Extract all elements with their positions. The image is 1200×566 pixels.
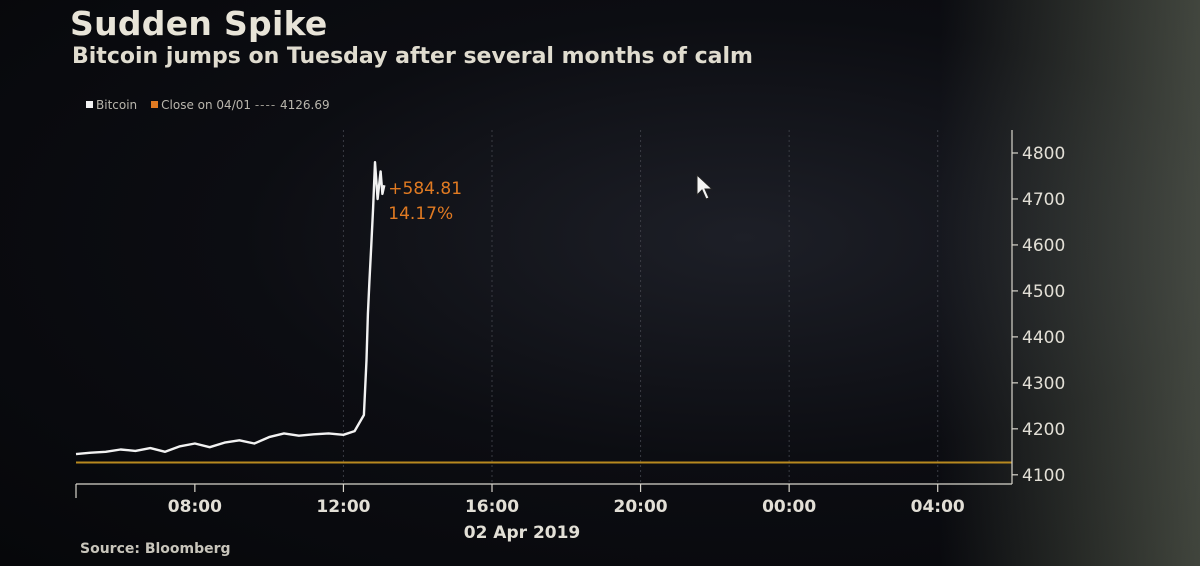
y-tick-label: 4600 xyxy=(1022,236,1065,256)
y-tick-label: 4700 xyxy=(1022,190,1065,210)
legend: Bitcoin Close on 04/01 ---- 4126.69 xyxy=(86,98,330,112)
y-tick-label: 4400 xyxy=(1022,328,1065,348)
y-tick-label: 4500 xyxy=(1022,282,1065,302)
x-tick-label: 12:00 xyxy=(316,497,370,517)
legend-dash-close: ---- xyxy=(254,98,277,112)
y-tick-label: 4800 xyxy=(1022,144,1065,164)
x-tick-label: 00:00 xyxy=(762,497,816,517)
grid xyxy=(342,130,939,484)
legend-value-close: 4126.69 xyxy=(280,98,330,112)
series-line-bitcoin xyxy=(75,160,386,456)
legend-item-bitcoin: Bitcoin xyxy=(86,98,137,112)
legend-label-bitcoin: Bitcoin xyxy=(96,98,138,112)
legend-swatch-close xyxy=(151,101,159,108)
y-tick-label: 4100 xyxy=(1022,466,1065,486)
legend-item-close: Close on 04/01 ---- 4126.69 xyxy=(151,98,330,112)
y-tick-label: 4300 xyxy=(1022,374,1065,394)
legend-label-close: Close on 04/01 xyxy=(161,98,252,112)
chart-subtitle: Bitcoin jumps on Tuesday after several m… xyxy=(72,44,753,69)
source-note: Source: Bloomberg xyxy=(80,541,231,557)
chart-title: Sudden Spike xyxy=(70,4,328,43)
x-tick-label: 20:00 xyxy=(614,497,668,517)
annotation-change: +584.81 xyxy=(388,179,462,199)
series-layer xyxy=(75,160,386,456)
x-tick-label: 04:00 xyxy=(911,497,965,517)
mouse-cursor-icon xyxy=(696,173,714,206)
y-tick-label: 4200 xyxy=(1022,420,1065,440)
x-tick-label: 16:00 xyxy=(465,497,519,517)
legend-swatch-bitcoin xyxy=(86,101,93,108)
annotation-percent: 14.17% xyxy=(388,204,453,224)
x-date-label: 02 Apr 2019 xyxy=(464,523,581,543)
labels: 4100 4200 4300 4400 4500 4600 4700 4800 08:00 12:… xyxy=(168,144,1065,543)
x-tick-label: 08:00 xyxy=(168,497,222,517)
axes xyxy=(75,130,1018,498)
